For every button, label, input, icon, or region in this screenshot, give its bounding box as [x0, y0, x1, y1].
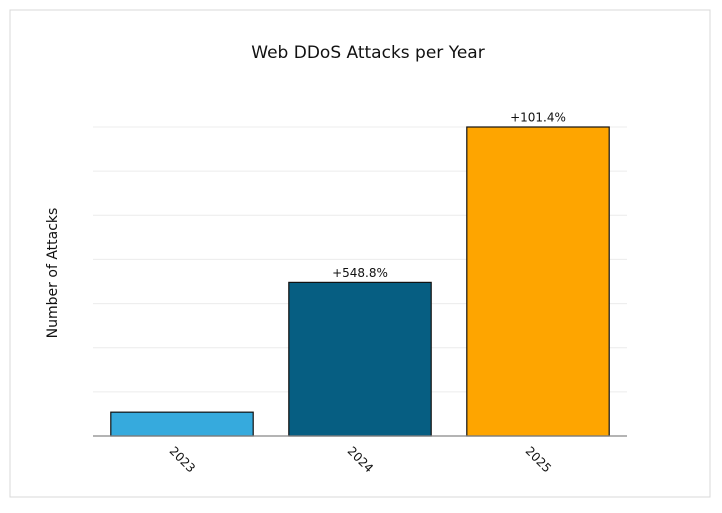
bar — [110, 411, 254, 437]
bar — [288, 281, 432, 437]
bar-annotation: +548.8% — [332, 266, 388, 280]
chart-title: Web DDoS Attacks per Year — [251, 43, 484, 63]
bar — [466, 126, 610, 437]
bar-annotation: +101.4% — [510, 111, 566, 125]
y-axis-label: Number of Attacks — [45, 208, 61, 339]
